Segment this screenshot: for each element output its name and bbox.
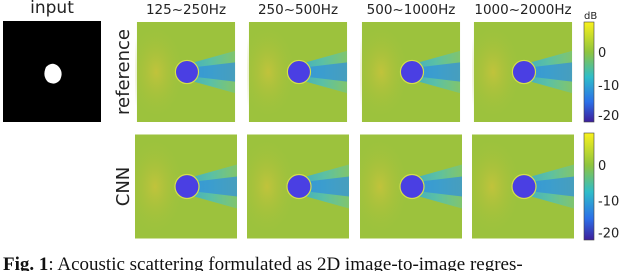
field-image bbox=[472, 133, 574, 240]
colorbar bbox=[583, 132, 595, 241]
field-image bbox=[247, 133, 349, 240]
input-label: input bbox=[30, 0, 74, 18]
colorbar-unit: dB bbox=[584, 11, 597, 22]
column-header: 500~1000Hz bbox=[367, 2, 456, 18]
colorbar-tick: 0 bbox=[598, 159, 606, 174]
colorbar-tick: 0 bbox=[598, 46, 606, 61]
colorbar-tick: -20 bbox=[598, 227, 619, 242]
field-image bbox=[135, 133, 237, 240]
input-shape bbox=[44, 63, 62, 84]
field-image bbox=[247, 22, 348, 122]
column-header: 1000~2000Hz bbox=[474, 2, 571, 18]
column-header: 125~250Hz bbox=[146, 2, 226, 18]
caption-text: : Acoustic scattering formulated as 2D i… bbox=[48, 254, 522, 271]
field-image bbox=[135, 22, 236, 122]
caption-label: Fig. 1 bbox=[3, 254, 48, 271]
colorbar-tick: -20 bbox=[598, 109, 619, 124]
field-image bbox=[472, 22, 573, 122]
caption: Fig. 1: Acoustic scattering formulated a… bbox=[3, 254, 523, 271]
column-header: 250~500Hz bbox=[258, 2, 338, 18]
field-image bbox=[360, 133, 462, 240]
row-label: reference bbox=[113, 29, 134, 115]
field-image bbox=[360, 22, 461, 122]
colorbar bbox=[583, 21, 595, 123]
colorbar-tick: -10 bbox=[598, 79, 619, 94]
colorbar-tick: -10 bbox=[598, 194, 619, 209]
row-label: CNN bbox=[113, 167, 134, 207]
